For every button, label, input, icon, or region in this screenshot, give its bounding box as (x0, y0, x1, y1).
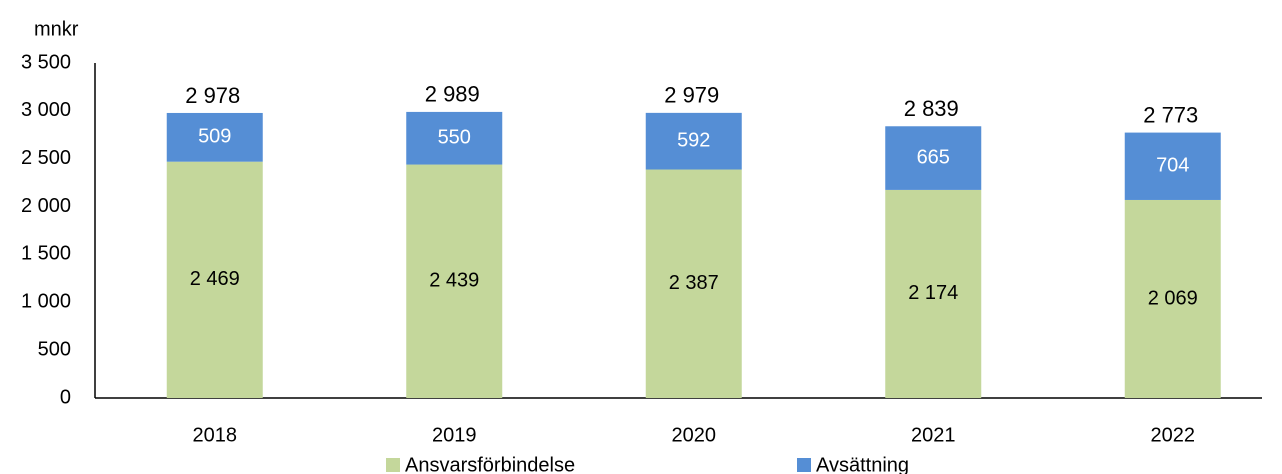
total-label: 2 989 (425, 82, 480, 107)
y-tick-label: 500 (38, 338, 71, 360)
bar-segment (166, 112, 263, 162)
data-label: 2 439 (429, 270, 479, 292)
data-label: 665 (917, 146, 950, 168)
legend-swatch (386, 458, 400, 472)
legend-swatch (797, 458, 811, 472)
bar-segment (645, 112, 742, 170)
data-label: 550 (438, 127, 471, 149)
x-tick-label: 2022 (1151, 424, 1196, 446)
total-label: 2 978 (185, 83, 240, 108)
data-label: 592 (677, 129, 710, 151)
data-label: 704 (1156, 155, 1189, 177)
bar-segment (406, 164, 503, 398)
y-tick-label: 3 500 (21, 51, 71, 73)
data-label: 2 174 (908, 282, 958, 304)
data-label: 2 069 (1148, 287, 1198, 309)
total-label: 2 839 (904, 96, 959, 121)
x-tick-label: 2018 (193, 424, 238, 446)
y-axis-label: mnkr (34, 18, 79, 40)
y-tick-label: 2 000 (21, 195, 71, 217)
bar-segment (645, 169, 742, 398)
data-label: 509 (198, 126, 231, 148)
legend-label: Avsättning (816, 454, 909, 474)
bar-segment (1124, 132, 1221, 200)
y-tick-label: 0 (60, 386, 71, 408)
y-tick-label: 2 500 (21, 147, 71, 169)
y-tick-label: 3 000 (21, 99, 71, 121)
x-tick-label: 2019 (432, 424, 477, 446)
legend-label: Ansvarsförbindelse (405, 454, 575, 474)
y-tick-label: 1 500 (21, 243, 71, 265)
bar-segment (166, 161, 263, 398)
x-tick-label: 2021 (911, 424, 956, 446)
bar-segment (885, 126, 982, 190)
total-label: 2 773 (1143, 102, 1198, 127)
data-label: 2 469 (190, 268, 240, 290)
total-label: 2 979 (664, 83, 719, 108)
bar-segment (406, 111, 503, 165)
y-tick-label: 1 000 (21, 291, 71, 313)
x-tick-label: 2020 (672, 424, 717, 446)
data-label: 2 387 (669, 272, 719, 294)
bar-segment (1124, 199, 1221, 398)
bar-segment (885, 189, 982, 398)
